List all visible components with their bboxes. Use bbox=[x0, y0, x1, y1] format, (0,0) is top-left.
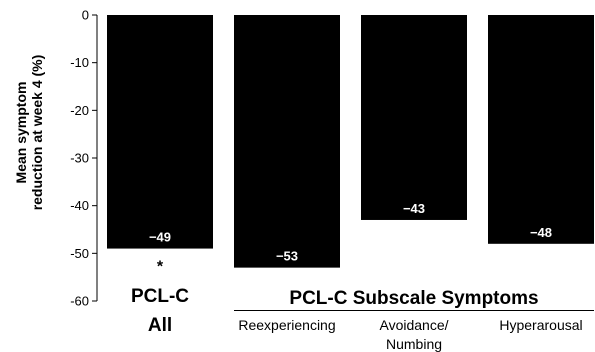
y-axis-label: Mean symptomreduction at week 4 (%) bbox=[13, 55, 45, 211]
group-label: PCL-C Subscale Symptoms bbox=[289, 288, 538, 309]
x-axis-labels: PCL-C All PCL-C Subscale Symptoms Reexperie… bbox=[131, 286, 594, 352]
bar-value-label: −48 bbox=[530, 225, 552, 240]
y-tick-label: -30 bbox=[70, 151, 89, 166]
y-axis-title: Mean symptomreduction at week 4 (%) bbox=[13, 55, 45, 211]
category-label: Avoidance/ bbox=[379, 317, 448, 333]
category-label: Numbing bbox=[386, 336, 442, 352]
bar-value-label: −43 bbox=[403, 201, 425, 216]
bar-value-label: −53 bbox=[276, 249, 298, 264]
y-tick-label: 0 bbox=[82, 8, 89, 23]
y-tick-label: -40 bbox=[70, 198, 89, 213]
bar-3 bbox=[361, 15, 467, 220]
category-label-primary: PCL-C bbox=[131, 286, 189, 307]
y-tick-label: -60 bbox=[70, 294, 89, 309]
y-tick-label: -50 bbox=[70, 246, 89, 261]
y-axis: 0 -10 -20 -30 -40 -50 -60 bbox=[70, 8, 98, 309]
y-tick-label: -20 bbox=[70, 103, 89, 118]
bar-2 bbox=[234, 15, 340, 268]
category-label-primary: All bbox=[148, 315, 172, 336]
bars: −49 * −53 −43 −48 bbox=[107, 15, 594, 276]
bar-value-label: −49 bbox=[149, 230, 171, 245]
category-label: Hyperarousal bbox=[499, 317, 582, 333]
bar-1 bbox=[107, 15, 213, 249]
category-label: Reexperiencing bbox=[238, 317, 335, 333]
y-tick-label: -10 bbox=[70, 55, 89, 70]
significance-mark: * bbox=[157, 259, 164, 276]
bar-4 bbox=[488, 15, 594, 244]
